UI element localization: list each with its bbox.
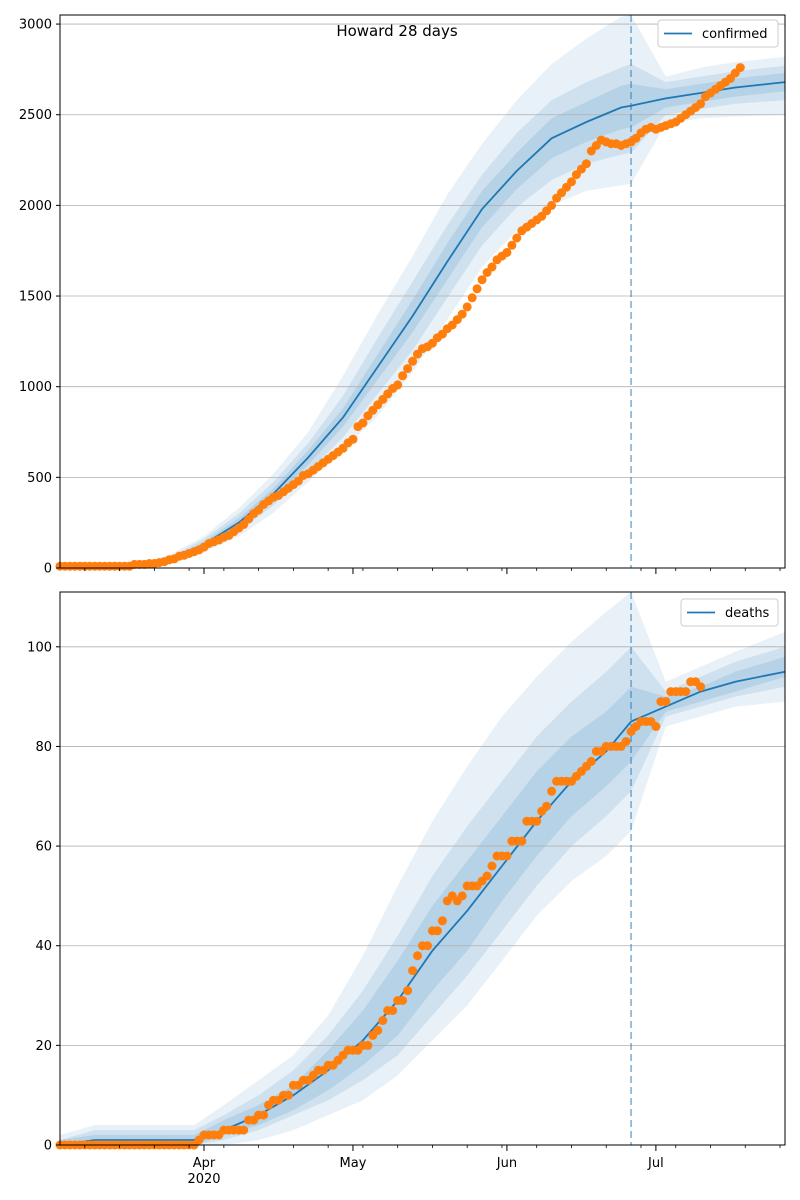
observed-point [567, 177, 576, 187]
observed-point [437, 916, 447, 926]
y-tick-label: 40 [35, 939, 52, 954]
observed-point [661, 697, 671, 707]
y-tick-label: 3000 [19, 18, 52, 33]
observed-point [696, 99, 706, 109]
observed-point [651, 722, 661, 731]
observed-point [512, 233, 522, 243]
observed-point [398, 996, 408, 1005]
observed-point [408, 356, 418, 366]
observed-point [586, 756, 596, 766]
observed-point [696, 682, 706, 692]
x-year-label: 2020 [187, 1172, 220, 1187]
observed-point [581, 159, 591, 169]
y-tick-label: 0 [44, 1139, 52, 1154]
y-tick-label: 80 [35, 740, 52, 755]
x-tick-label: Apr [193, 1156, 216, 1171]
observed-point [457, 309, 467, 319]
legend-label-confirmed: confirmed [702, 27, 768, 42]
observed-point [363, 1040, 373, 1050]
uncertainty-band-outer [60, 15, 785, 568]
observed-point [408, 966, 418, 976]
observed-point [462, 302, 472, 312]
confirmed-y-axis: 0 500 1000 1500 2000 2500 3000 [19, 18, 60, 577]
confirmed-legend[interactable]: confirmed [657, 19, 779, 48]
confirmed-axes-frame [59, 14, 786, 569]
observed-point [547, 200, 557, 210]
observed-point [403, 986, 413, 996]
y-tick-label: 1000 [19, 380, 52, 395]
y-tick-label: 500 [27, 471, 52, 486]
x-tick-label: Jul [647, 1156, 664, 1171]
observed-point [398, 371, 408, 381]
y-tick-label: 100 [27, 640, 52, 655]
uncertainty-band-outer [60, 592, 785, 1145]
observed-point [532, 816, 542, 826]
confirmed-x-ticks [84, 568, 781, 574]
observed-point [487, 262, 497, 272]
deaths-uncertainty-bands [60, 592, 785, 1145]
deaths-y-axis: 0 20 40 60 80 100 [27, 640, 60, 1154]
observed-point [681, 687, 691, 697]
observed-point [358, 418, 368, 428]
y-tick-label: 20 [35, 1039, 52, 1054]
observed-point [403, 364, 413, 374]
uncertainty-band-middle [60, 64, 785, 568]
observed-point [547, 786, 557, 796]
observed-point [507, 240, 517, 250]
observed-point [393, 380, 403, 390]
observed-point [413, 951, 422, 961]
observed-point [283, 1090, 293, 1100]
observed-point [472, 284, 482, 294]
chart-title: Howard 28 days [336, 22, 458, 40]
legend-box [657, 19, 779, 48]
observed-point [378, 1016, 388, 1025]
observed-point [457, 891, 467, 901]
observed-point [482, 871, 492, 881]
y-tick-label: 2500 [19, 108, 52, 123]
x-tick-label: Jun [496, 1156, 517, 1171]
y-tick-label: 1500 [19, 290, 52, 305]
observed-point [487, 861, 497, 871]
observed-point [432, 926, 442, 936]
observed-point [239, 1125, 249, 1135]
x-tick-label: May [340, 1156, 367, 1171]
y-tick-label: 0 [44, 562, 52, 577]
observed-point [502, 851, 512, 861]
legend-label-deaths: deaths [725, 606, 770, 621]
observed-point [373, 1025, 383, 1035]
observed-point [423, 941, 432, 951]
y-tick-label: 60 [35, 840, 52, 855]
confirmed-uncertainty-bands [60, 15, 785, 568]
uncertainty-band-middle [60, 646, 785, 1145]
observed-point [477, 275, 487, 285]
observed-point [542, 801, 552, 811]
legend-box [680, 598, 779, 627]
deaths-axes-frame [59, 591, 786, 1146]
y-tick-label: 2000 [19, 199, 52, 214]
observed-point [735, 63, 745, 73]
observed-point [517, 836, 527, 846]
observed-point [388, 1006, 398, 1015]
observed-point [621, 737, 631, 746]
deaths-legend[interactable]: deaths [680, 598, 779, 627]
observed-point [348, 434, 358, 444]
deaths-observed-points [55, 677, 706, 1150]
observed-point [259, 1110, 269, 1120]
observed-point [502, 248, 512, 257]
uncertainty-band-inner [60, 656, 785, 1145]
observed-point [467, 293, 477, 303]
